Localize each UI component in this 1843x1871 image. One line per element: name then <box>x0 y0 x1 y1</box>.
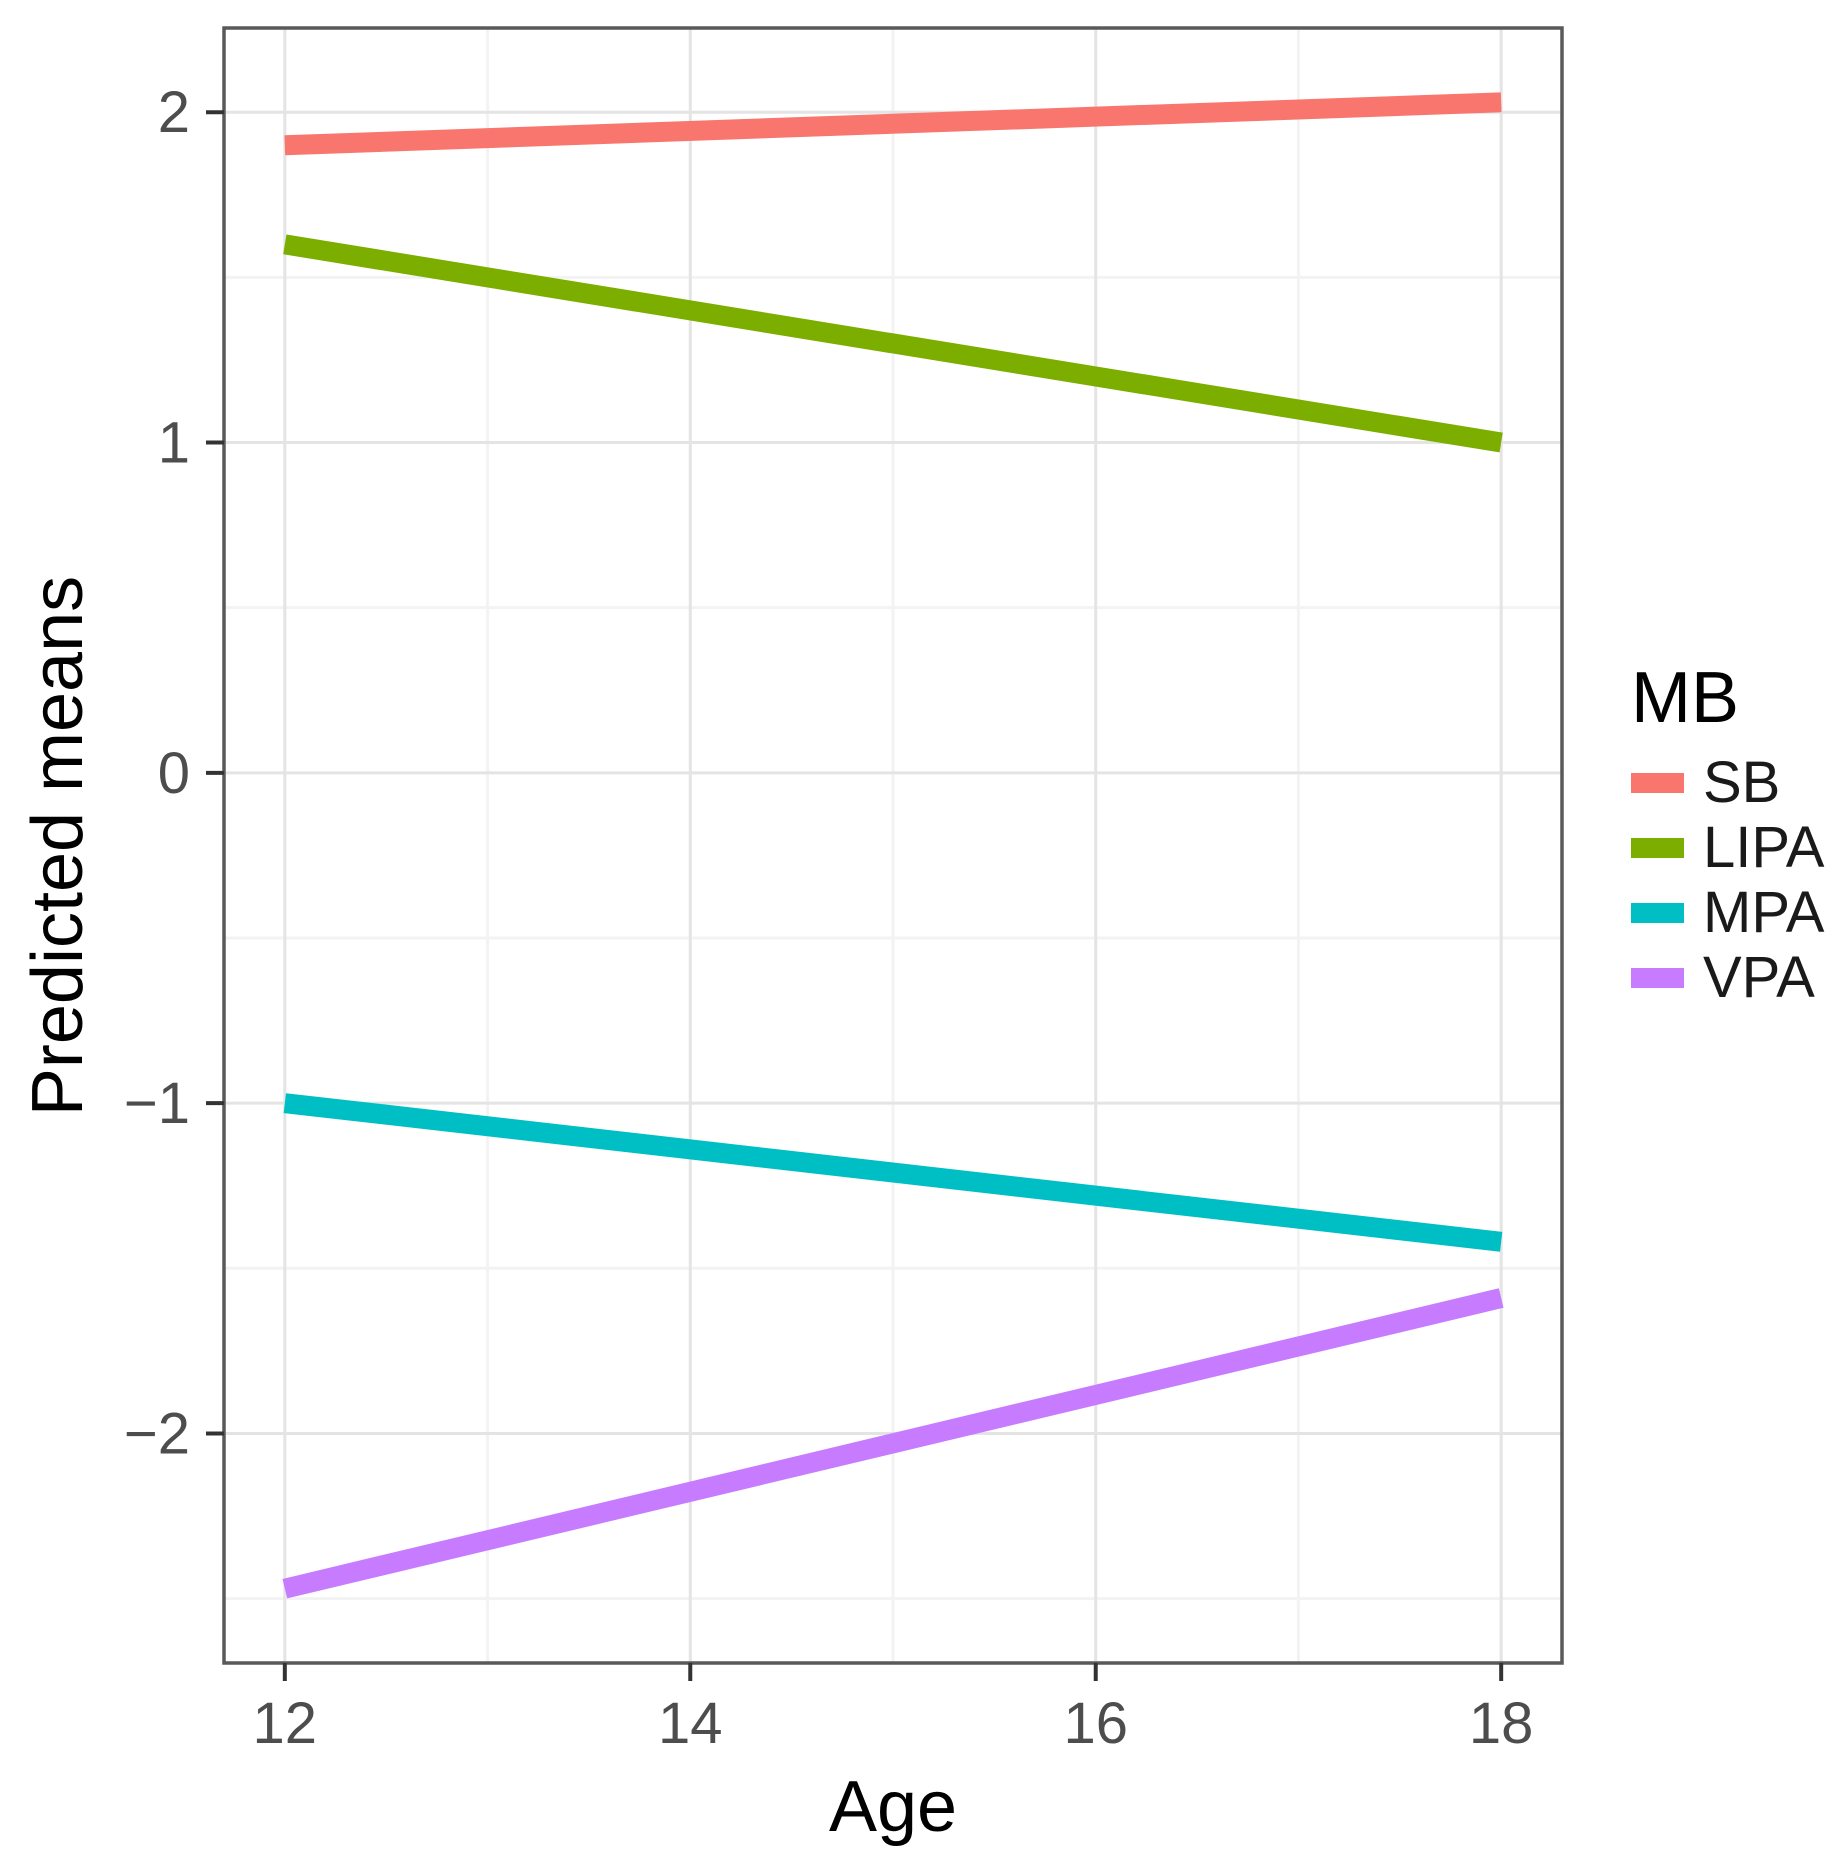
legend-label-lipa: LIPA <box>1703 814 1825 880</box>
x-axis-title: Age <box>828 1767 958 1847</box>
y-tick-label: 2 <box>158 80 190 145</box>
panel-border <box>222 26 1564 1665</box>
legend-swatch-sb <box>1631 772 1684 793</box>
legend-row-mpa: MPA <box>1631 880 1824 945</box>
legend-swatch-mpa <box>1631 902 1684 923</box>
legend-row-sb: SB <box>1631 750 1824 815</box>
y-tick-label: −2 <box>124 1401 190 1466</box>
legend-title: MB <box>1631 658 1739 738</box>
legend-entries: SB LIPA MPA VPA <box>1631 750 1824 1010</box>
series-line-vpa <box>282 1288 1504 1599</box>
legend-row-lipa: LIPA <box>1631 815 1824 880</box>
x-tick-label: 14 <box>658 1691 723 1756</box>
series-line-lipa <box>283 234 1503 453</box>
y-tick-label: 1 <box>158 411 190 476</box>
legend-row-vpa: VPA <box>1631 945 1824 1010</box>
legend-label-vpa: VPA <box>1703 944 1815 1010</box>
x-tick-label: 18 <box>1469 1691 1534 1756</box>
legend-label-sb: SB <box>1703 749 1781 815</box>
series-line-mpa <box>283 1093 1503 1252</box>
y-tick-label: −1 <box>124 1071 190 1136</box>
legend-swatch-lipa <box>1631 837 1684 858</box>
series-line-sb <box>284 92 1502 156</box>
legend-label-mpa: MPA <box>1703 879 1825 945</box>
y-tick-label: 0 <box>158 741 190 806</box>
legend: MB SB LIPA MPA VPA <box>1631 660 1824 1010</box>
x-tick-label: 16 <box>1063 1691 1128 1756</box>
legend-swatch-vpa <box>1631 967 1684 988</box>
y-axis-title: Predicted means <box>18 575 98 1117</box>
x-tick-label: 12 <box>253 1691 318 1756</box>
